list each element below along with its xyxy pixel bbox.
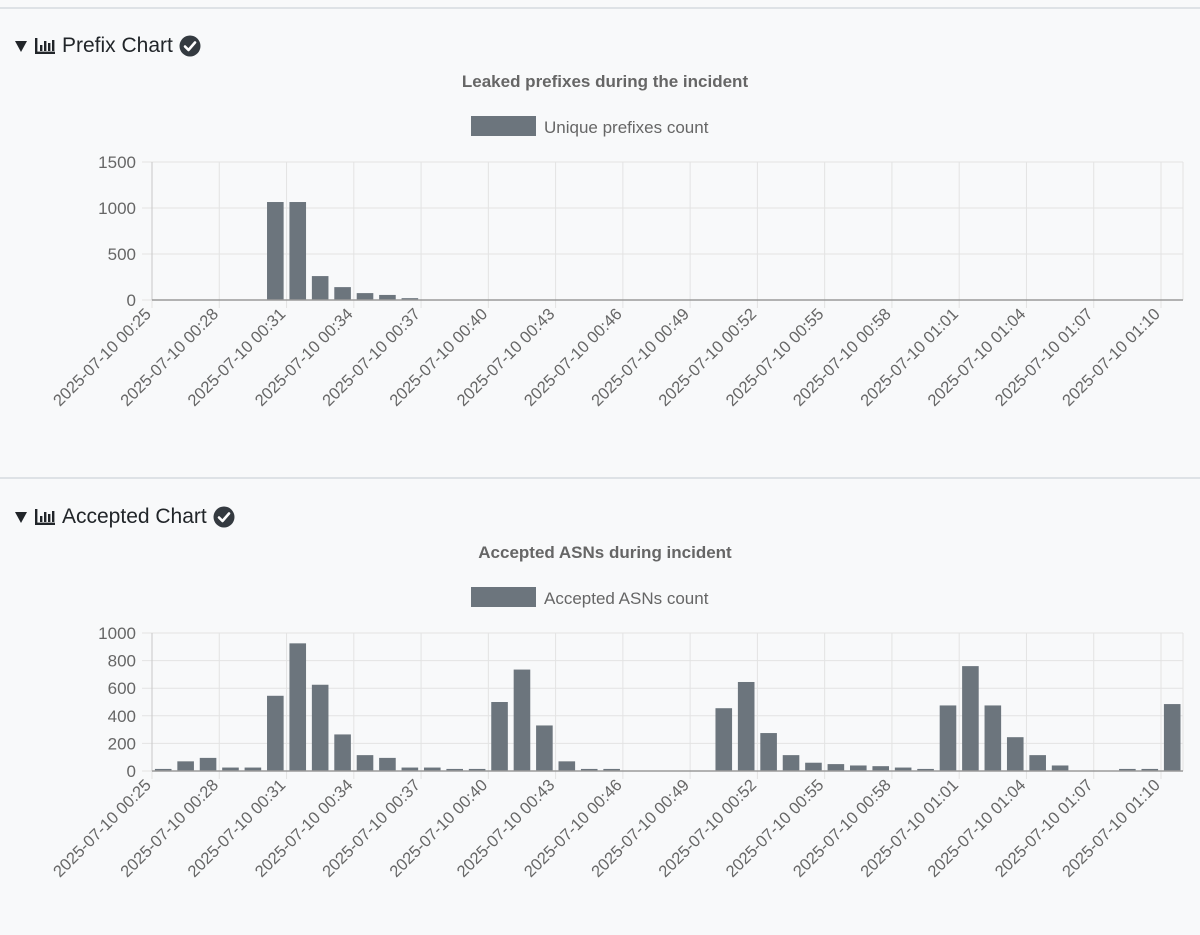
check-circle-icon <box>213 506 235 528</box>
bar-chart-icon <box>35 509 55 525</box>
y-tick-label: 1000 <box>98 199 136 218</box>
chart-title: Leaked prefixes during the incident <box>462 72 749 91</box>
bar[interactable] <box>401 767 419 771</box>
bar[interactable] <box>267 695 284 771</box>
bar[interactable] <box>737 681 755 771</box>
bar[interactable] <box>603 768 620 771</box>
caret-down-icon[interactable] <box>14 39 28 53</box>
legend-label[interactable]: Unique prefixes count <box>544 118 709 137</box>
check-circle-icon <box>179 35 201 57</box>
bar[interactable] <box>580 768 598 771</box>
bar[interactable] <box>423 767 441 771</box>
y-tick-label: 200 <box>108 734 136 753</box>
prefix-chart: Leaked prefixes during the incident Uniqu… <box>50 72 1184 410</box>
y-tick-label: 800 <box>108 652 136 671</box>
legend-swatch[interactable] <box>471 116 536 136</box>
bar[interactable] <box>805 762 822 771</box>
bar[interactable] <box>356 755 374 771</box>
bar[interactable] <box>894 767 912 771</box>
bar[interactable] <box>917 768 934 771</box>
bar[interactable] <box>760 733 777 771</box>
top-divider <box>0 7 1200 9</box>
section-title[interactable]: Prefix Chart <box>62 34 173 57</box>
y-tick-label: 0 <box>127 291 136 310</box>
bar[interactable] <box>536 725 553 771</box>
y-tick-label: 1000 <box>98 624 136 643</box>
bar[interactable] <box>177 761 194 771</box>
accepted-chart-header[interactable]: Accepted Chart <box>14 502 235 532</box>
bar[interactable] <box>491 702 508 771</box>
chart-legend[interactable]: Accepted ASNs count <box>471 587 709 608</box>
bar[interactable] <box>289 643 307 771</box>
bar[interactable] <box>244 767 262 771</box>
bar[interactable] <box>379 294 396 300</box>
legend-label[interactable]: Accepted ASNs count <box>544 589 709 608</box>
y-tick-label: 0 <box>127 762 136 781</box>
accepted-chart: Accepted ASNs during incident Accepted AS… <box>50 543 1184 881</box>
bar[interactable] <box>154 768 172 771</box>
chart-legend[interactable]: Unique prefixes count <box>471 116 709 137</box>
bar[interactable] <box>782 755 800 771</box>
caret-down-icon[interactable] <box>14 510 28 524</box>
bar[interactable] <box>715 708 733 771</box>
bar[interactable] <box>222 767 239 771</box>
bar[interactable] <box>984 705 1002 771</box>
bar[interactable] <box>939 705 957 771</box>
bar[interactable] <box>401 298 419 300</box>
legend-swatch[interactable] <box>471 587 536 607</box>
y-tick-label: 1500 <box>98 153 136 172</box>
bar[interactable] <box>311 276 329 300</box>
bar[interactable] <box>1163 704 1181 771</box>
bar-chart-icon <box>35 38 55 54</box>
section-title[interactable]: Accepted Chart <box>62 505 207 528</box>
bar[interactable] <box>356 293 374 300</box>
bar[interactable] <box>334 734 351 771</box>
bar[interactable] <box>379 757 396 771</box>
y-tick-label: 600 <box>108 679 136 698</box>
bar[interactable] <box>962 666 979 771</box>
bar[interactable] <box>334 287 351 300</box>
section-divider <box>0 477 1200 479</box>
bar[interactable] <box>513 669 531 771</box>
bar[interactable] <box>311 684 329 771</box>
bar[interactable] <box>558 761 576 771</box>
bar[interactable] <box>850 765 867 771</box>
bar[interactable] <box>1029 755 1046 771</box>
y-tick-label: 500 <box>108 245 136 264</box>
bar[interactable] <box>1006 737 1024 771</box>
prefix-chart-header[interactable]: Prefix Chart <box>14 31 201 61</box>
bar[interactable] <box>446 768 463 771</box>
bar[interactable] <box>267 202 284 300</box>
bar[interactable] <box>1119 768 1136 771</box>
bar[interactable] <box>199 757 217 771</box>
bar[interactable] <box>468 768 486 771</box>
bar[interactable] <box>1051 765 1069 771</box>
chart-title: Accepted ASNs during incident <box>478 543 732 562</box>
bar[interactable] <box>872 766 890 771</box>
bar[interactable] <box>289 202 307 300</box>
bar[interactable] <box>1141 768 1159 771</box>
y-tick-label: 400 <box>108 707 136 726</box>
bar[interactable] <box>827 764 845 771</box>
